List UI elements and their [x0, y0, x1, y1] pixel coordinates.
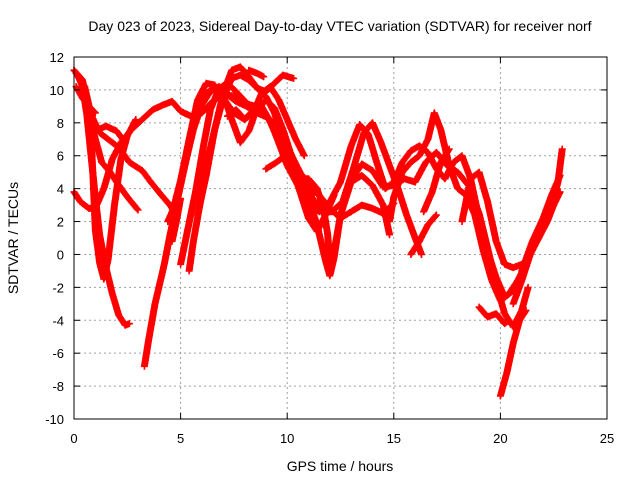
y-tick-label: 6: [57, 149, 64, 164]
y-tick-label: -4: [52, 313, 64, 328]
series-15: [194, 63, 298, 219]
x-tick-label: 20: [493, 431, 507, 446]
x-tick-label: 5: [177, 431, 184, 446]
plot-frame: [73, 56, 608, 420]
series-markers: [72, 83, 99, 117]
series-markers: [168, 195, 185, 245]
y-tick-label: 12: [50, 50, 64, 65]
series-markers: [224, 83, 308, 160]
x-tick-label: 0: [70, 431, 77, 446]
series-22: [420, 145, 453, 216]
series-markers: [91, 122, 129, 147]
series-24: [475, 303, 513, 328]
y-tick-label: 2: [57, 215, 64, 230]
y-tick-label: -8: [52, 379, 64, 394]
x-tick-label: 10: [280, 431, 294, 446]
chart-title: Day 023 of 2023, Sidereal Day-to-day VTE…: [88, 18, 591, 34]
series-markers: [420, 145, 453, 216]
series-markers: [407, 211, 440, 258]
y-tick-label: 4: [57, 182, 64, 197]
series-12: [168, 195, 185, 245]
series-16: [224, 83, 308, 160]
y-tick-label: 10: [50, 83, 64, 98]
series-markers: [458, 168, 526, 272]
series-markers: [496, 306, 530, 400]
x-axis-label: GPS time / hours: [287, 458, 394, 474]
x-tick-label: 15: [387, 431, 401, 446]
series-23: [458, 168, 526, 272]
series-markers: [275, 139, 338, 235]
axis-ticks: 0 5 10 15 20 25 -10 -8 -6 -4 -2 0 2 4 6 8 10 12: [45, 50, 614, 446]
y-tick-label: 8: [57, 116, 64, 131]
series-26: [509, 188, 564, 308]
y-tick-label: -2: [52, 280, 64, 295]
y-axis-label: SDTVAR / TECUs: [5, 182, 21, 294]
series-21: [407, 211, 440, 258]
series-17: [245, 66, 268, 81]
x-tick-label: 25: [600, 431, 614, 446]
series-markers: [194, 63, 298, 219]
series-6: [72, 83, 99, 117]
series-27: [518, 172, 564, 275]
series-5: [76, 76, 140, 283]
series-7: [91, 122, 129, 147]
y-tick-label: -6: [52, 346, 64, 361]
series-markers: [245, 66, 268, 81]
series-19: [275, 139, 338, 235]
y-tick-label: 0: [57, 247, 64, 262]
y-tick-label: -10: [45, 412, 64, 427]
series-25: [496, 306, 530, 400]
series-markers: [475, 303, 513, 328]
series-markers: [509, 188, 564, 308]
series-markers: [76, 76, 140, 283]
data-series: [70, 63, 566, 400]
series-markers: [518, 172, 564, 275]
